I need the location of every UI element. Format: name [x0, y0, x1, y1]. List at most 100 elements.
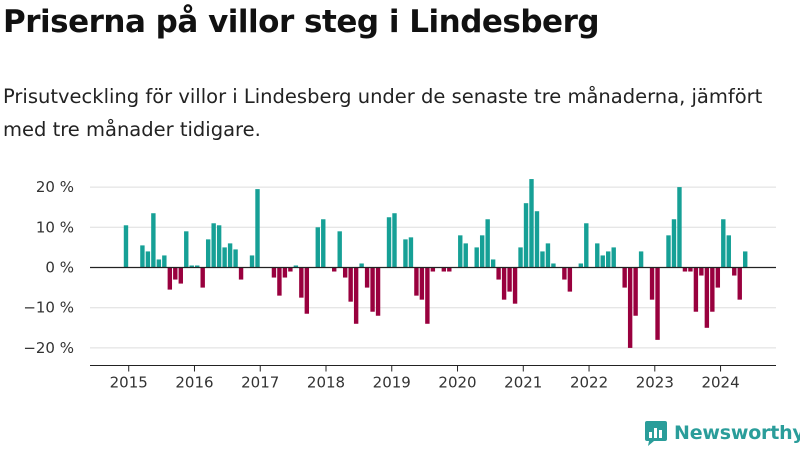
- bar-2015-07: [162, 255, 167, 268]
- page-title: Priserna på villor steg i Lindesberg: [3, 4, 600, 40]
- bar-2022-12: [649, 267, 655, 300]
- bar-2018-04: [342, 267, 348, 278]
- x-tick-label: 2017: [241, 374, 279, 392]
- bar-2021-12: [584, 223, 589, 268]
- bar-2017-03: [271, 267, 277, 278]
- bar-2018-09: [370, 267, 375, 312]
- bar-2019-01: [392, 213, 397, 268]
- bar-2018-07: [359, 263, 364, 268]
- newsworthy-logo: Newsworthy: [644, 418, 800, 448]
- bar-2015-11: [184, 231, 189, 268]
- bar-2019-11: [447, 267, 452, 272]
- bar-2018-08: [364, 267, 370, 288]
- bar-2015-12: [189, 265, 194, 268]
- bar-2018-03: [337, 231, 342, 268]
- bar-2015-05: [151, 213, 156, 268]
- brand-name: Newsworthy: [674, 422, 800, 444]
- bar-2022-07: [622, 267, 627, 288]
- x-tick-label: 2022: [570, 374, 608, 392]
- bar-2015-10: [178, 267, 183, 284]
- x-tick-label: 2020: [438, 374, 476, 392]
- bar-2018-02: [332, 267, 337, 272]
- last-value-label: 4 %: [751, 0, 781, 4]
- bar-2019-05: [414, 267, 419, 296]
- bar-2020-10: [507, 267, 512, 292]
- bar-2014-12: [123, 225, 129, 268]
- bar-2019-08: [430, 267, 436, 272]
- bar-2024-02: [726, 235, 731, 268]
- bar-2017-05: [282, 267, 288, 278]
- bar-2021-06: [551, 263, 556, 268]
- x-tick-label: 2019: [373, 374, 411, 392]
- bar-2022-03: [600, 255, 605, 268]
- bar-2023-03: [666, 235, 671, 268]
- bar-2019-07: [425, 267, 430, 324]
- bar-2016-08: [233, 249, 238, 268]
- bar-2020-06: [485, 219, 490, 268]
- bar-2021-05: [545, 243, 551, 268]
- bar-2016-03: [205, 239, 211, 268]
- bar-2016-05: [216, 225, 222, 268]
- bar-2016-02: [200, 267, 205, 288]
- bar-2015-03: [140, 245, 145, 268]
- bar-2023-12: [715, 267, 721, 288]
- bar-2023-09: [699, 267, 704, 276]
- bar-2017-08: [299, 267, 304, 298]
- bar-2018-12: [386, 217, 392, 268]
- bar-2015-08: [167, 267, 173, 290]
- bar-2017-04: [277, 267, 282, 296]
- bar-2022-08: [627, 267, 633, 348]
- bar-2017-11: [315, 227, 320, 268]
- x-tick-label: 2016: [175, 374, 213, 392]
- bar-2019-10: [441, 267, 447, 272]
- bar-2015-09: [173, 267, 178, 280]
- newsworthy-logo-icon: [645, 420, 667, 446]
- y-tick-label: −20 %: [23, 339, 74, 357]
- x-tick-label: 2018: [307, 374, 345, 392]
- bar-2023-10: [704, 267, 710, 328]
- bar-2016-11: [249, 255, 255, 268]
- bar-2020-09: [501, 267, 507, 300]
- x-tick-label: 2023: [636, 374, 674, 392]
- bar-2023-07: [688, 267, 693, 272]
- bar-2024-04: [737, 267, 742, 300]
- bar-2019-06: [419, 267, 425, 300]
- bar-2021-03: [534, 211, 540, 268]
- bar-2016-12: [255, 189, 260, 268]
- bar-2017-07: [293, 265, 299, 268]
- bar-2020-05: [479, 235, 485, 268]
- bar-2021-02: [529, 179, 534, 268]
- bar-2021-08: [562, 267, 567, 280]
- bar-2017-06: [288, 267, 293, 272]
- bar-2022-10: [638, 251, 644, 268]
- bar-2022-05: [611, 247, 616, 268]
- bar-2020-11: [512, 267, 518, 304]
- bar-2023-11: [710, 267, 715, 312]
- chart-subtitle: Prisutveckling för villor i Lindesberg u…: [3, 85, 763, 141]
- bar-2020-02: [463, 243, 468, 268]
- bar-2020-07: [490, 259, 496, 268]
- bar-2018-10: [375, 267, 381, 316]
- bar-2021-04: [540, 251, 545, 268]
- bar-2017-09: [304, 267, 310, 314]
- y-tick-label: −10 %: [23, 299, 74, 317]
- bar-2016-07: [227, 243, 233, 268]
- bar-2023-08: [693, 267, 699, 312]
- bar-2020-12: [518, 247, 523, 268]
- bar-2024-05: [743, 251, 748, 268]
- y-tick-label: 10 %: [36, 218, 74, 236]
- bar-2019-03: [403, 239, 408, 268]
- bar-2022-04: [606, 251, 611, 268]
- x-tick-label: 2024: [701, 374, 739, 392]
- bar-2019-04: [408, 237, 414, 268]
- bar-2021-09: [567, 267, 573, 292]
- grid: [90, 186, 776, 349]
- bar-2024-03: [732, 267, 737, 276]
- bar-2023-04: [671, 219, 677, 268]
- axes: 20 % 10 % 0 % −10 % −20 % 2015 2016 2017 2018 201…: [23, 0, 781, 392]
- bar-2018-05: [348, 267, 353, 302]
- bar-2017-12: [321, 219, 326, 268]
- y-tick-label: 0 %: [45, 259, 74, 277]
- bar-2021-01: [523, 203, 529, 268]
- bar-2020-08: [496, 267, 501, 280]
